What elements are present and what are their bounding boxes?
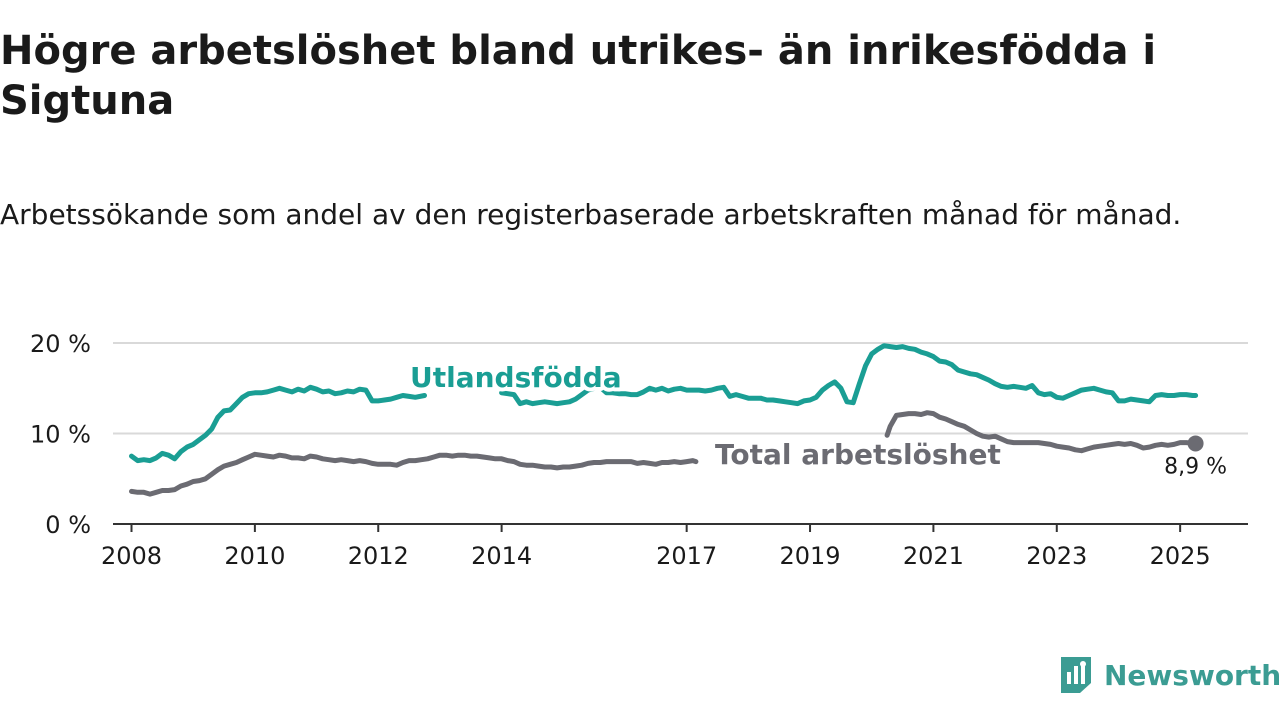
x-tick-label: 2017 bbox=[656, 542, 717, 570]
x-tick-label: 2010 bbox=[224, 542, 285, 570]
series-line-utlandsfodda-1 bbox=[499, 343, 1199, 407]
x-tick-label: 2025 bbox=[1150, 542, 1211, 570]
gridlines bbox=[113, 342, 1248, 435]
chart-subtitle: Arbetssökande som andel av den registerb… bbox=[0, 198, 1182, 231]
newsworthy-logo-icon bbox=[1061, 657, 1091, 693]
end-value-label: 8,9 % bbox=[1164, 454, 1227, 479]
series-line-total-1 bbox=[884, 410, 1199, 454]
series-labels: Utlandsfödda Total arbetslöshet 8,9 % bbox=[406, 357, 1227, 479]
x-tick-label: 2014 bbox=[471, 542, 532, 570]
end-point-marker-total bbox=[1187, 435, 1204, 452]
axes: 0 % 10 % 20 % 2008 2010 2012 2014 2017 2019 2021 2… bbox=[30, 330, 1248, 570]
x-tick-label: 2008 bbox=[101, 542, 162, 570]
newsworthy-logo-text: Newsworthy bbox=[1104, 658, 1280, 692]
y-tick-label: 20 % bbox=[30, 330, 91, 358]
y-tick-label: 0 % bbox=[45, 511, 91, 539]
x-tick-label: 2012 bbox=[348, 542, 409, 570]
x-tick-label: 2019 bbox=[779, 542, 840, 570]
x-tick-label: 2023 bbox=[1026, 542, 1087, 570]
series-label-total: Total arbetslöshet bbox=[715, 438, 1001, 471]
series-label-utlandsfodda: Utlandsfödda bbox=[410, 361, 622, 394]
chart-title: Högre arbetslöshet bland utrikes- än inr… bbox=[0, 28, 1157, 124]
series-lines bbox=[129, 343, 1199, 497]
x-tick-label: 2021 bbox=[903, 542, 964, 570]
newsworthy-logo: Newsworthy bbox=[1058, 655, 1280, 695]
series-line-total-0 bbox=[129, 451, 699, 497]
y-tick-label: 10 % bbox=[30, 421, 91, 449]
series-line-utlandsfodda-0 bbox=[129, 384, 427, 464]
